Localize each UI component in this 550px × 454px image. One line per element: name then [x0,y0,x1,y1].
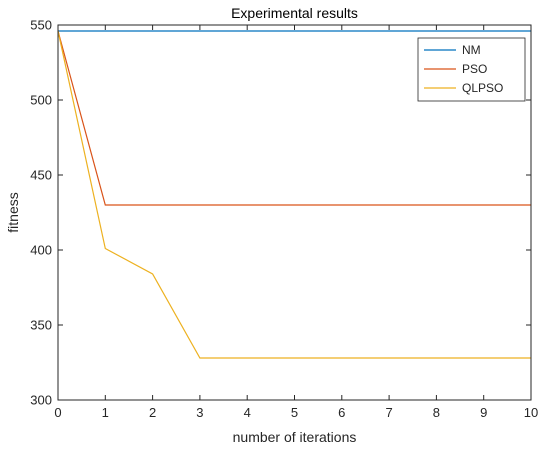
y-tick-label: 550 [30,18,52,33]
legend-label-pso: PSO [462,62,487,76]
y-tick-label: 350 [30,318,52,333]
y-tick-label: 450 [30,168,52,183]
x-tick-label: 7 [385,405,392,420]
x-axis-label: number of iterations [233,429,357,445]
x-tick-label: 10 [524,405,538,420]
legend-label-nm: NM [462,43,481,57]
series-line-pso [57,30,531,206]
x-tick-label: 5 [291,405,298,420]
x-tick-label: 6 [338,405,345,420]
x-tick-label: 0 [54,405,61,420]
series-line-qlpso [57,30,531,359]
chart-title: Experimental results [231,5,358,21]
x-tick-label: 1 [102,405,109,420]
legend: NM PSO QLPSO [417,37,526,102]
y-tick-label: 400 [30,243,52,258]
x-tick-label: 2 [149,405,156,420]
y-tick-label: 500 [30,93,52,108]
y-tick-label: 300 [30,393,52,408]
x-tick-label: 4 [244,405,251,420]
legend-label-qlpso: QLPSO [462,81,503,95]
ticks-layer: 0 1 2 3 4 5 6 7 8 9 10 300 350 400 450 500 550 [30,18,538,421]
x-tick-label: 8 [433,405,440,420]
y-axis-label: fitness [5,192,21,232]
x-tick-label: 9 [480,405,487,420]
series-layer [57,30,531,359]
x-tick-label: 3 [196,405,203,420]
